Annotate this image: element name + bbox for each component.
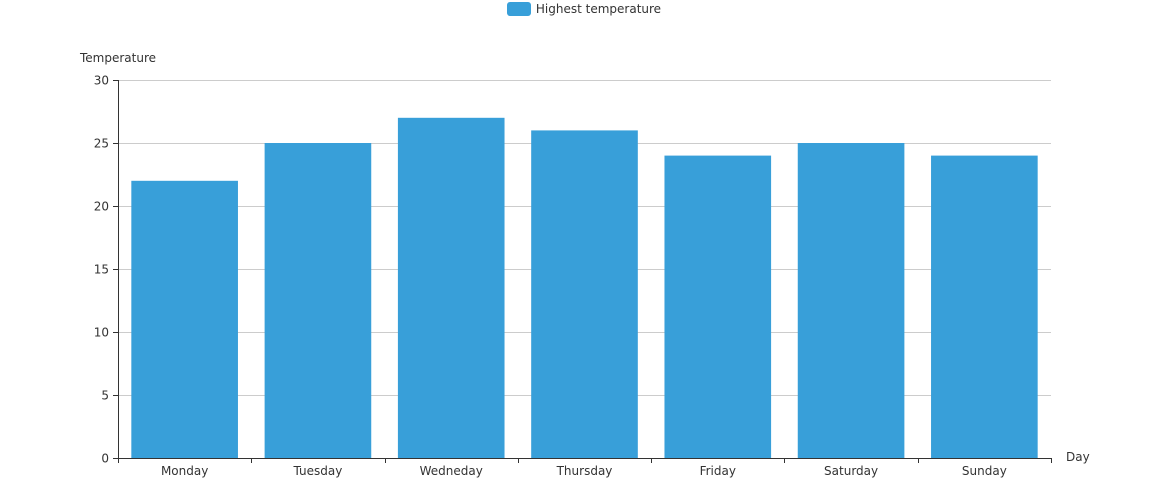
y-tick-label: 30 — [94, 74, 109, 88]
y-tick-label: 0 — [101, 452, 109, 466]
bar — [397, 117, 505, 459]
y-tick-label: 25 — [94, 137, 109, 151]
y-tick-label: 10 — [94, 326, 109, 340]
y-tick-label: 15 — [94, 263, 109, 277]
x-axis-title: Day — [1066, 450, 1090, 464]
bar — [664, 155, 772, 458]
bars — [131, 117, 1038, 459]
legend-item[interactable]: Highest temperature — [506, 2, 662, 16]
legend-label: Highest temperature — [535, 2, 662, 16]
y-tick-label: 20 — [94, 200, 109, 214]
x-tick-label: Friday — [700, 464, 736, 478]
bar — [531, 130, 638, 458]
x-tick-label: Thursday — [556, 464, 613, 478]
x-tick-label: Saturday — [824, 464, 878, 478]
legend: Highest temperature — [0, 2, 1168, 16]
y-tick-label: 5 — [101, 389, 109, 403]
bar — [931, 155, 1038, 458]
legend-swatch — [506, 2, 531, 16]
axes: 0 5 10 15 20 25 30 Monday Tuesday Wedneday Thursda… — [94, 74, 1052, 478]
y-axis-title: Temperature — [79, 51, 156, 65]
bar — [264, 143, 372, 458]
x-tick-label: Sunday — [962, 464, 1007, 478]
bar — [131, 180, 238, 459]
x-tick-label: Wedneday — [420, 464, 483, 478]
bar — [797, 143, 905, 458]
x-tick-label: Tuesday — [293, 464, 343, 478]
x-tick-label: Monday — [161, 464, 208, 478]
